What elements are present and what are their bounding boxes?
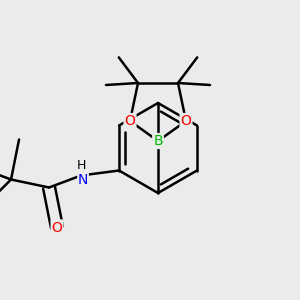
Text: N: N	[78, 172, 88, 187]
Text: O: O	[52, 220, 62, 235]
Text: O: O	[124, 114, 135, 128]
Text: B: B	[153, 134, 163, 148]
Text: H: H	[76, 159, 86, 172]
Text: O: O	[181, 114, 191, 128]
